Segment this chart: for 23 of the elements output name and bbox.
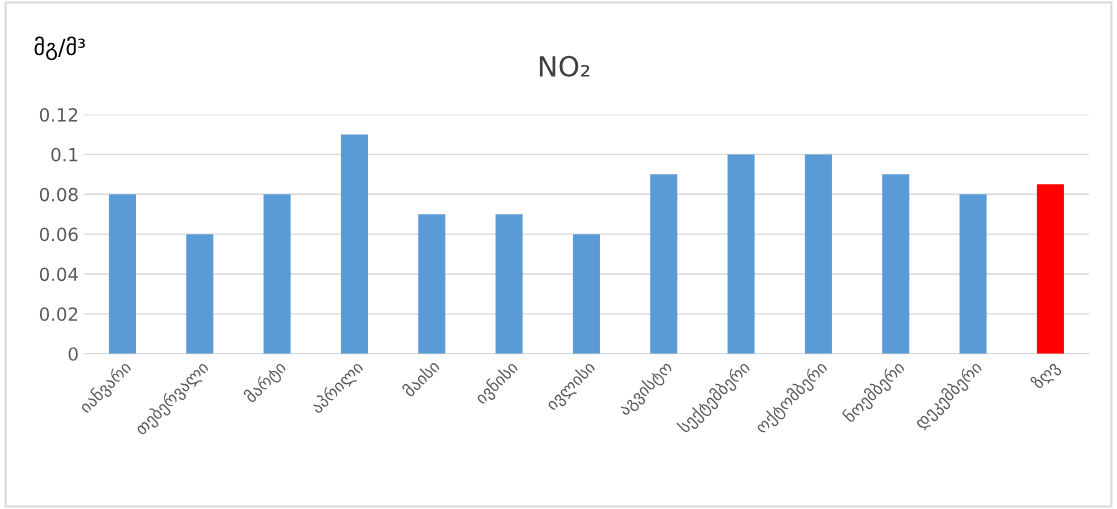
bar xyxy=(108,194,136,354)
bar xyxy=(882,174,910,354)
bar xyxy=(340,134,368,354)
y-tick-label: 0.1 xyxy=(51,147,78,162)
bar xyxy=(186,234,214,354)
bar xyxy=(650,174,678,354)
y-tick-label: 0.04 xyxy=(39,267,78,282)
y-tick-label: 0 xyxy=(68,347,78,361)
y-tick-label: 0.12 xyxy=(39,107,78,122)
chart-title: NO₂ xyxy=(539,55,590,77)
bar xyxy=(495,214,523,354)
bar xyxy=(1036,184,1064,354)
x-tick-label: ზღვ xyxy=(1029,359,1063,393)
y-axis-title: მგ/მ³ xyxy=(34,36,85,61)
bar xyxy=(727,154,755,354)
bar xyxy=(572,234,600,354)
bar xyxy=(804,154,832,354)
y-tick-label: 0.08 xyxy=(39,187,78,202)
bar xyxy=(959,194,987,354)
bar xyxy=(263,194,291,354)
bar xyxy=(418,214,446,354)
y-tick-label: 0.02 xyxy=(39,307,78,321)
y-tick-label: 0.06 xyxy=(39,227,78,242)
